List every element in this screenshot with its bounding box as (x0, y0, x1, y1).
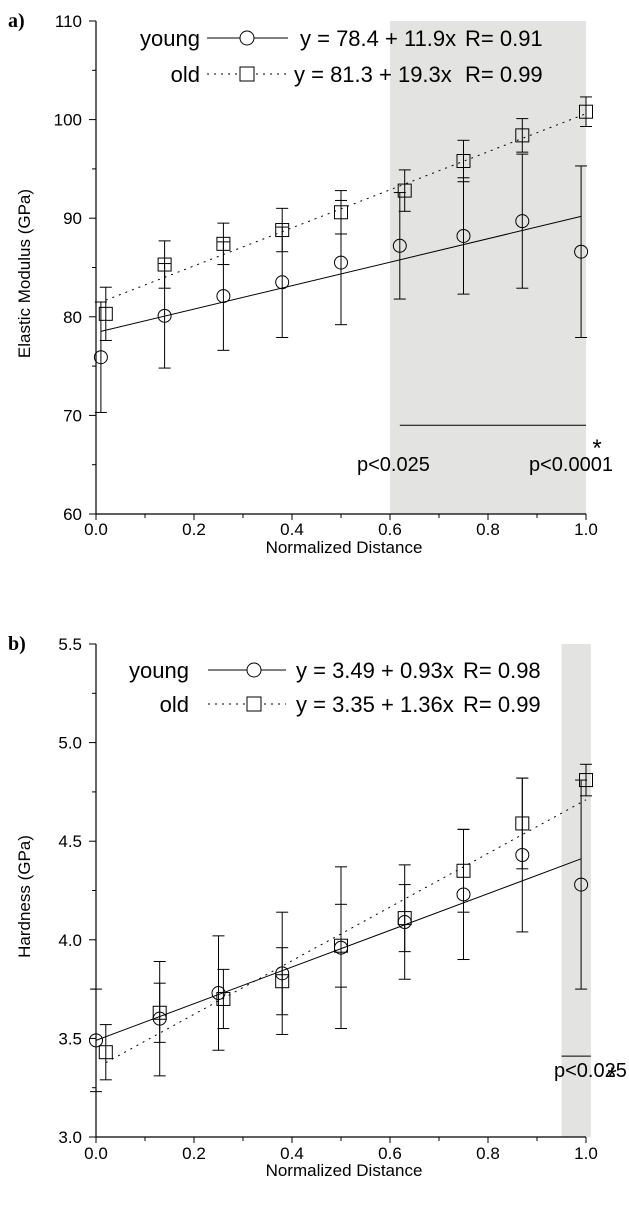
shaded-region (390, 21, 586, 514)
legend-marker-young (239, 30, 255, 46)
data-point-old (152, 1005, 167, 1020)
x-tick-label: 0.0 (84, 520, 108, 539)
y-tick-label: 70 (63, 406, 82, 425)
legend-r-value-young: R= 0.91 (465, 26, 543, 51)
y-tick-label: 4.0 (58, 931, 82, 950)
data-point-young (515, 214, 530, 229)
legend-label-old: old (160, 692, 189, 717)
data-point-old (456, 863, 471, 878)
y-tick-label: 5.0 (58, 734, 82, 753)
fit-line-old (105, 799, 587, 1064)
data-point-old (397, 183, 412, 198)
legend-marker-old (246, 696, 262, 712)
y-axis-title: Elastic Modulus (GPa) (15, 189, 34, 358)
data-point-old (275, 223, 290, 238)
data-point-old (334, 938, 348, 953)
y-tick-label: 4.5 (58, 832, 82, 851)
y-tick-label: 3.5 (58, 1029, 82, 1048)
data-point-old (334, 205, 348, 220)
data-point-old (98, 306, 113, 321)
x-axis-title: Normalized Distance (266, 538, 423, 557)
x-tick-label: 1.0 (574, 1144, 598, 1163)
legend-equation-young: y = 3.49 + 0.93x (296, 658, 454, 683)
panel-label: b) (8, 633, 26, 655)
legend-marker-young (246, 662, 262, 678)
panel-label: a) (8, 10, 25, 32)
data-point-old (456, 154, 471, 169)
data-point-young (275, 275, 290, 290)
y-tick-label: 80 (63, 308, 82, 327)
legend-r-value-old: R= 0.99 (465, 62, 543, 87)
data-point-old (157, 257, 172, 272)
data-point-young (574, 877, 589, 892)
data-point-old (216, 991, 231, 1006)
data-point-old (397, 911, 412, 926)
data-point-young (392, 238, 407, 253)
shaded-region (561, 644, 591, 1137)
data-point-young (515, 848, 530, 863)
x-axis-title: Normalized Distance (266, 1161, 423, 1180)
data-point-young (216, 289, 231, 304)
y-tick-label: 110 (55, 12, 82, 31)
data-point-young (211, 986, 226, 1001)
legend-r-value-young: R= 0.98 (463, 658, 541, 683)
data-point-old (515, 128, 530, 143)
data-point-old (275, 974, 290, 989)
y-tick-label: 100 (54, 111, 82, 130)
data-point-young (334, 255, 348, 270)
panel-a-elastic-modulus-chart: 60 70 80 90 100 110 0.0 0.2 0.4 0.6 0.8 1.0 Normaliz… (8, 10, 613, 557)
x-tick-label: 0.4 (280, 520, 304, 539)
data-point-young (89, 1033, 103, 1048)
data-point-old (216, 236, 231, 251)
legend-r-value-old: R= 0.99 (463, 692, 541, 717)
y-tick-label: 60 (63, 505, 82, 524)
significance-star: * (607, 1063, 616, 1090)
y-tick-label: 90 (63, 209, 82, 228)
data-point-old (579, 104, 593, 119)
legend-marker-old (239, 66, 255, 82)
x-tick-label: 0.2 (182, 1144, 206, 1163)
legend-equation-old: y = 81.3 + 19.3x (294, 62, 452, 87)
x-tick-label: 0.6 (378, 1144, 402, 1163)
data-point-young (456, 887, 471, 902)
legend-equation-young: y = 78.4 + 11.9x (300, 26, 456, 51)
fit-line-old (105, 113, 587, 301)
significance-star: * (592, 435, 601, 462)
x-tick-label: 0.8 (476, 1144, 500, 1163)
y-tick-label: 3.0 (58, 1128, 82, 1147)
data-point-young (574, 244, 589, 259)
data-point-young (456, 228, 471, 243)
data-point-old (98, 1045, 113, 1060)
legend-label-young: young (129, 658, 189, 683)
y-tick-label: 5.5 (58, 635, 82, 654)
p-value-label: p<0.0001 (529, 454, 613, 476)
legend-label-old: old (171, 62, 200, 87)
data-point-young (157, 308, 172, 323)
data-point-old (515, 816, 530, 831)
panel-b-hardness-chart: 3.0 3.5 4.0 4.5 5.0 5.5 0.0 0.2 0.4 0.6 0.8 1.0 Norm… (8, 633, 627, 1180)
legend-label-young: young (140, 26, 200, 51)
p-value-label: p<0.025 (357, 454, 430, 476)
data-point-young (93, 350, 108, 365)
p-value-label: p<0.025 (554, 1060, 627, 1082)
x-tick-label: 1.0 (574, 520, 598, 539)
x-tick-label: 0.8 (476, 520, 500, 539)
y-axis-title: Hardness (GPa) (15, 835, 34, 958)
x-tick-label: 0.6 (378, 520, 402, 539)
x-tick-label: 0.4 (280, 1144, 304, 1163)
legend-equation-old: y = 3.35 + 1.36x (296, 692, 454, 717)
fit-line-young (95, 858, 582, 1041)
x-tick-label: 0.0 (84, 1144, 108, 1163)
x-tick-label: 0.2 (182, 520, 206, 539)
data-point-young (275, 966, 290, 981)
data-point-old (579, 773, 593, 788)
